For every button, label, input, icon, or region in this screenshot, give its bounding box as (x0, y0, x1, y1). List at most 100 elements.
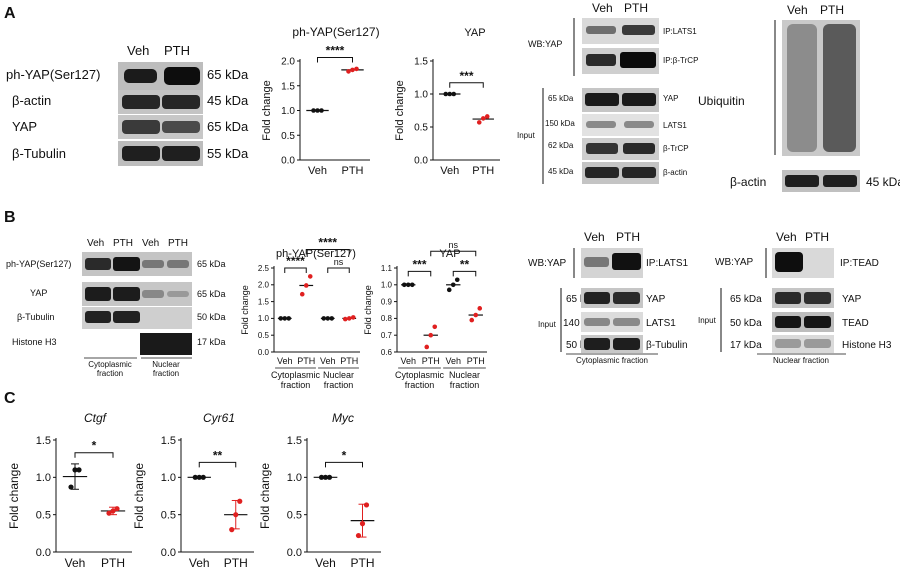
b-blot-row-label: ph-YAP(Ser127) (6, 259, 71, 269)
y-tick-label: 0.0 (287, 547, 302, 559)
data-point (346, 316, 352, 321)
data-point (428, 332, 434, 338)
b-ip2-band (775, 252, 803, 272)
y-tick-label: 0.5 (258, 331, 270, 340)
y-tick-label: 0.8 (381, 314, 393, 323)
a-blot-kda: 55 kDa (207, 146, 249, 161)
data-point (299, 291, 305, 297)
y-axis-label: Fold change (258, 463, 272, 529)
b-ip2-fraction: Nuclear fraction (773, 356, 829, 365)
b-blot-lane: Veh (87, 238, 104, 249)
y-tick-label: 0.0 (258, 348, 270, 357)
y-tick-label: 1.1 (381, 264, 393, 273)
data-point (363, 502, 370, 508)
x-tick-label: PTH (422, 356, 440, 366)
b-ip1-band (584, 257, 609, 267)
b-ip2-wb-label: WB:YAP (715, 257, 753, 268)
data-point (72, 467, 78, 473)
a-ip-band (586, 26, 616, 34)
significance-bracket (317, 57, 353, 63)
a-blot-band (122, 95, 160, 109)
b-blot-row-label: YAP (30, 288, 47, 298)
a-ip-label: IP:LATS1 (663, 27, 697, 36)
group-label: fraction (281, 380, 311, 390)
b-blot-kda: 50 kDa (197, 312, 226, 322)
a-blot-band (122, 120, 160, 134)
y-tick-label: 1.0 (287, 472, 302, 484)
b-ip1-wb-label: WB:YAP (528, 258, 566, 269)
a-ip-lane-veh: Veh (592, 1, 613, 15)
data-point (311, 108, 316, 113)
a-blot-band (164, 67, 200, 85)
data-point (451, 91, 457, 97)
data-point (446, 287, 452, 293)
b-ip2-input-band (804, 316, 831, 328)
b-ip2-input-band (804, 292, 831, 304)
significance-label: * (342, 448, 347, 462)
b-ip1-input-row-label: YAP (646, 294, 666, 305)
data-point (476, 120, 482, 125)
significance-label: ** (460, 257, 470, 271)
a-ub-actin-label: β-actin (730, 175, 766, 189)
b-ip2-lane-veh: Veh (776, 230, 797, 244)
a-blot-band (162, 146, 200, 161)
group-label: fraction (450, 380, 480, 390)
group-label: fraction (405, 380, 435, 390)
significance-bracket (74, 452, 114, 458)
a-ip-band (586, 54, 616, 66)
y-tick-label: 0.0 (36, 547, 51, 559)
data-point (480, 116, 486, 121)
group-label: Cytoplasmic (271, 370, 321, 380)
significance-label: *** (412, 257, 426, 271)
data-point (229, 527, 235, 533)
a-blot-lane-veh: Veh (127, 43, 149, 58)
data-point (354, 66, 359, 72)
data-point (237, 498, 243, 504)
x-tick-label: PTH (472, 165, 494, 177)
data-point (454, 277, 460, 283)
x-tick-label: Veh (400, 356, 416, 366)
a-blot-band (124, 69, 157, 83)
b-fraction-label: Nuclear (152, 360, 180, 369)
b-blot-lane: PTH (113, 238, 133, 249)
chart-title: ph-YAP(Ser127) (292, 25, 379, 39)
y-tick-label: 0.0 (161, 547, 176, 559)
group-label: Cytoplasmic (395, 370, 445, 380)
data-point (477, 306, 483, 311)
b-ip1-input-band (613, 292, 640, 304)
b-ip2-input-row-label: TEAD (842, 318, 869, 329)
b-ip1-input-band (584, 292, 610, 304)
a-blot-row-label: β-actin (12, 93, 51, 108)
data-point (319, 108, 324, 113)
b-ip1-lane-pth: PTH (616, 230, 640, 244)
chart-title: Myc (332, 411, 354, 425)
data-point (409, 282, 415, 288)
significance-bracket (325, 461, 363, 468)
a-input-band (586, 143, 618, 154)
y-tick-label: 1.0 (281, 106, 295, 117)
a-blot-kda: 65 kDa (207, 119, 249, 134)
panel-label-a: A (4, 5, 16, 22)
y-tick-label: 0.6 (381, 348, 393, 357)
significance-label: **** (326, 44, 345, 58)
data-point (350, 315, 356, 320)
chart-a-ph-yap: ph-YAP(Ser127) Fold change 0.0 0.5 1.0 1.5 2.0… (261, 25, 380, 177)
data-point (192, 474, 198, 480)
a-input-row-label: LATS1 (663, 121, 687, 130)
y-tick-label: 1.0 (381, 281, 393, 290)
a-blot-band (122, 146, 160, 161)
b-blot-row-label: β-Tubulin (17, 312, 54, 322)
y-tick-label: 2.0 (281, 57, 295, 68)
data-point (359, 521, 366, 527)
significance-label: ns (448, 240, 458, 250)
b-ip1-lane-veh: Veh (584, 230, 605, 244)
b-blot-band (85, 287, 111, 301)
a-ub-lane-pth: PTH (820, 3, 844, 17)
y-tick-label: 0.0 (281, 156, 295, 167)
chart-title: ph-YAP(Ser127) (276, 248, 356, 260)
data-point (321, 316, 327, 321)
y-tick-label: 2.5 (258, 264, 270, 273)
x-tick-label: Veh (440, 165, 459, 177)
y-tick-label: 0.5 (161, 510, 176, 522)
chart-b-ph-yap: ph-YAP(Ser127) Fold change 0.0 0.5 1.0 1.5 2.0… (240, 236, 360, 390)
